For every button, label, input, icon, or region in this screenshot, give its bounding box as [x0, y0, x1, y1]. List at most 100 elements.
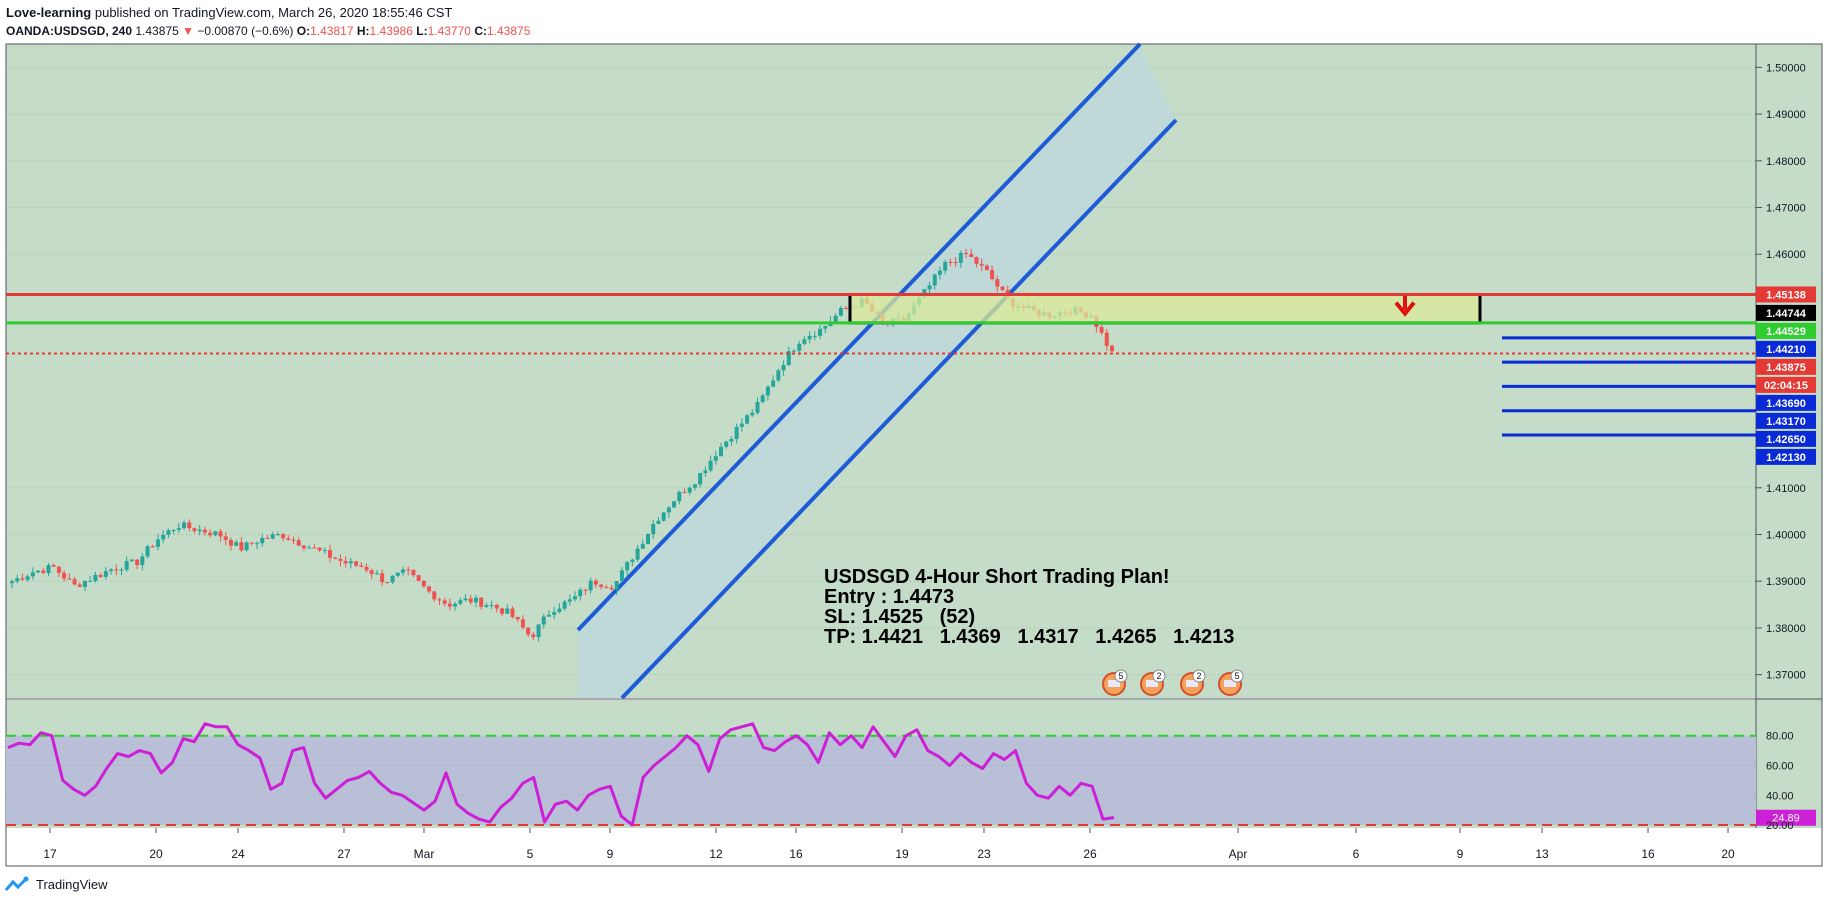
- author-name[interactable]: Love-learning: [6, 5, 92, 20]
- rsi-last-value: 24.89: [1772, 813, 1800, 825]
- candle-body: [208, 532, 213, 536]
- price-tick-label: 1.38000: [1766, 623, 1806, 635]
- plan-entry: Entry : 1.4473: [824, 586, 954, 608]
- candle-body: [1099, 327, 1104, 333]
- candle-body: [395, 572, 400, 576]
- candle-body: [36, 570, 41, 573]
- candle-body: [588, 580, 593, 591]
- price-tick-label: 1.46000: [1766, 249, 1806, 261]
- candle-body: [682, 491, 687, 493]
- candle-body: [421, 580, 426, 587]
- candle-body: [823, 326, 828, 329]
- candle-body: [255, 543, 260, 545]
- candle-body: [234, 542, 239, 546]
- candle-body: [437, 599, 442, 601]
- candle-body: [275, 534, 280, 536]
- time-tick-label: 9: [1457, 847, 1464, 861]
- candle-body: [307, 547, 312, 549]
- badge-count-bg: [1152, 669, 1166, 683]
- candle-body: [724, 441, 729, 447]
- candle-body: [781, 364, 786, 371]
- rsi-tick-label: 40.00: [1766, 790, 1794, 802]
- flag-stripe: [1146, 680, 1158, 687]
- candle-body: [390, 575, 395, 583]
- candle-body: [197, 529, 202, 532]
- level-badge: [1756, 430, 1816, 447]
- candle-body: [646, 533, 651, 545]
- candle-body: [296, 540, 301, 546]
- candle-body: [67, 578, 72, 580]
- candle-body: [30, 572, 35, 577]
- candle-body: [979, 263, 984, 266]
- candle-body: [479, 597, 484, 607]
- candle-body: [531, 634, 536, 638]
- symbol-label[interactable]: OANDA:USDSGD, 240: [6, 24, 133, 38]
- level-badge: [1756, 340, 1816, 357]
- footer: TradingView: [4, 876, 108, 892]
- candle-body: [82, 581, 87, 587]
- candle-body: [10, 581, 14, 584]
- economic-events[interactable]: 5 2 2 5: [1102, 669, 1244, 696]
- candle-body: [760, 395, 765, 402]
- candle-body: [844, 308, 849, 310]
- level-badge-label: 1.44529: [1766, 326, 1806, 338]
- price-tick-label: 1.50000: [1766, 62, 1806, 74]
- candle-body: [150, 546, 155, 548]
- candle-body: [56, 566, 61, 573]
- low-label: L:: [416, 24, 428, 38]
- candle-body: [135, 559, 140, 566]
- level-badge-label: 1.42650: [1766, 434, 1806, 446]
- badge-count: 5: [1118, 671, 1123, 681]
- candle-body: [447, 603, 452, 607]
- candle-body: [333, 557, 338, 560]
- candle-body: [510, 608, 515, 617]
- level-badge-label: 1.43875: [1766, 362, 1806, 374]
- candle-body: [301, 545, 306, 549]
- candle-body: [374, 573, 379, 575]
- symbol-line: OANDA:USDSGD, 240 1.43875 ▼ −0.00870 (−0…: [6, 22, 530, 40]
- brand-label[interactable]: TradingView: [36, 876, 108, 892]
- candle-body: [228, 539, 233, 546]
- price-axis[interactable]: 1.50000 1.49000 1.48000 1.47000 1.46000 1.410…: [1756, 62, 1816, 832]
- candle-body: [838, 308, 843, 316]
- candle-body: [322, 550, 327, 552]
- candle-body: [927, 285, 932, 290]
- tradingview-logo-icon[interactable]: [4, 876, 32, 892]
- candle-body: [432, 591, 437, 600]
- time-tick-label: 9: [607, 847, 614, 861]
- level-badge: [1756, 322, 1816, 339]
- candle-body: [468, 598, 473, 603]
- candle-body: [218, 531, 223, 537]
- candle-body: [359, 565, 364, 567]
- level-badge-label: 1.42130: [1766, 452, 1806, 464]
- time-axis[interactable]: 17 20 24 27 Mar 5 9 12 16 19 23 26 Apr 6 9 13 16 20: [43, 828, 1735, 861]
- time-tick-label: 20: [149, 847, 163, 861]
- candle-body: [541, 616, 546, 625]
- candle-body: [103, 571, 108, 577]
- candle-body: [182, 522, 187, 529]
- candle-body: [348, 561, 353, 564]
- candle-body: [25, 576, 30, 580]
- candle-body: [129, 559, 134, 562]
- level-badge-label: 1.44210: [1766, 344, 1806, 356]
- publish-line: Love-learning published on TradingView.c…: [6, 4, 530, 22]
- candle-body: [807, 335, 812, 340]
- level-badge: [1756, 358, 1816, 375]
- channel-upper-line: [576, 42, 1142, 632]
- price-tick-label: 1.41000: [1766, 483, 1806, 495]
- candle-body: [771, 380, 776, 387]
- chart-canvas[interactable]: 24.89 1.50000 1.49000 1.48000 1.47000 1.4600…: [0, 0, 1828, 870]
- candle-body: [119, 569, 124, 571]
- rsi-last-badge: [1756, 809, 1816, 826]
- high-label: H:: [356, 24, 370, 38]
- close-value: 1.43875: [486, 24, 531, 38]
- candle-body: [171, 529, 176, 531]
- candle-body: [786, 351, 791, 365]
- low-value: 1.43770: [427, 24, 471, 38]
- candle-body: [656, 520, 661, 524]
- candles: [10, 248, 1114, 642]
- rsi-tick-label: 20.00: [1766, 820, 1794, 832]
- candle-body: [719, 446, 724, 457]
- candle-body: [364, 566, 369, 571]
- candle-body: [15, 578, 20, 582]
